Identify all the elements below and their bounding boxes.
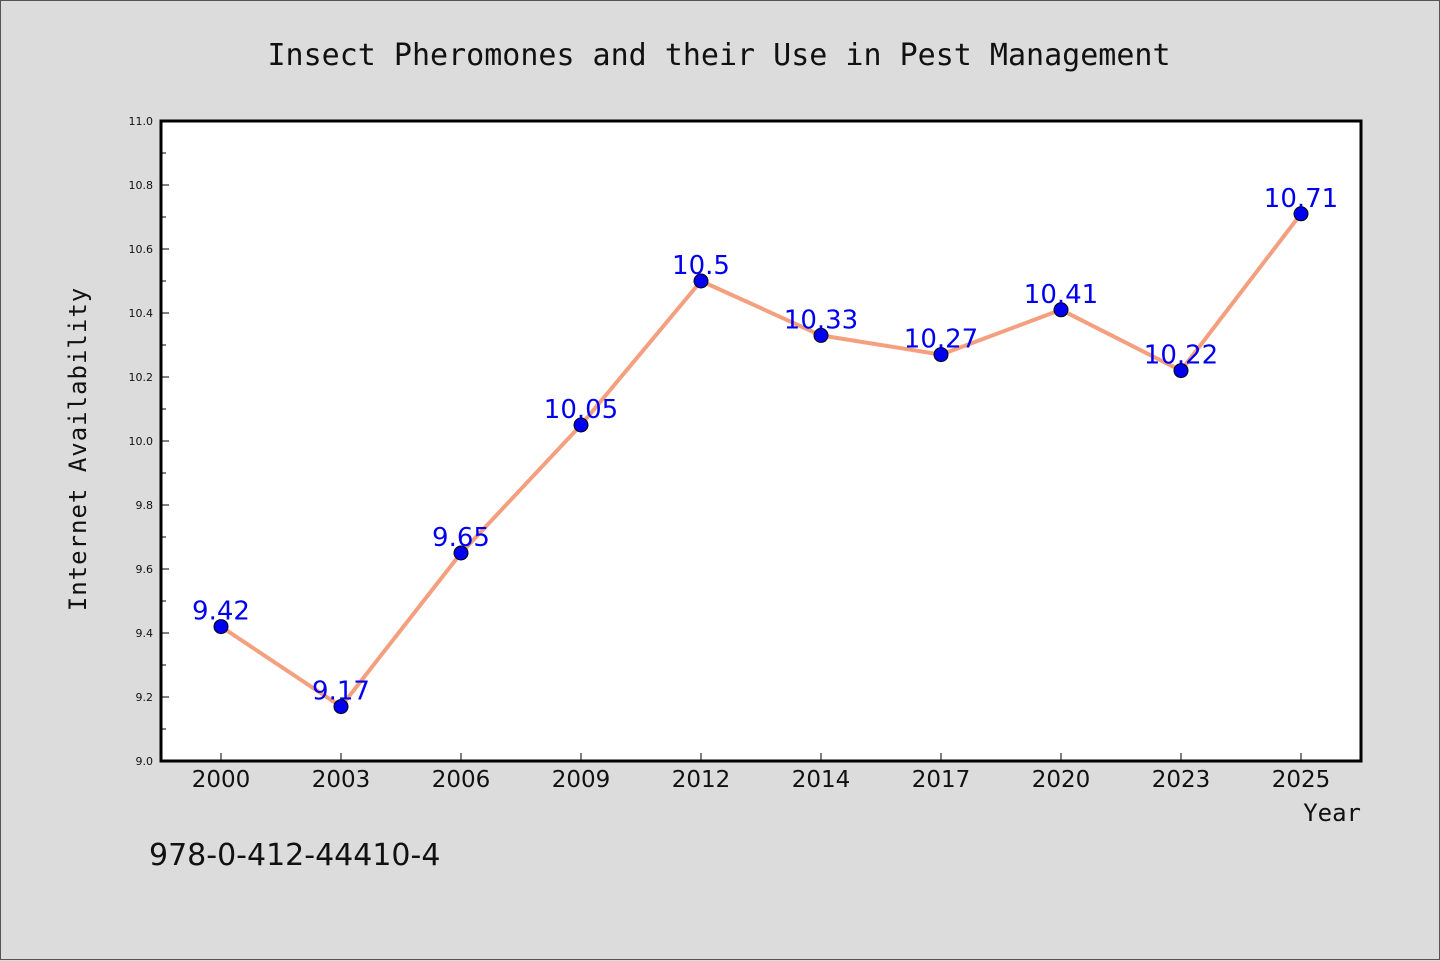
data-label: 10.41 xyxy=(1024,280,1098,310)
x-tick-label: 2009 xyxy=(552,767,611,793)
x-axis-label: Year xyxy=(1303,799,1361,827)
isbn-text: 978-0-412-44410-4 xyxy=(149,838,440,873)
data-point xyxy=(453,545,469,561)
x-tick-label: 2025 xyxy=(1272,767,1331,793)
x-tick-label: 2012 xyxy=(672,767,731,793)
data-label: 10.22 xyxy=(1144,341,1218,371)
x-tick-label: 2014 xyxy=(792,767,851,793)
data-label: 10.5 xyxy=(672,251,730,281)
y-tick-label: 10.4 xyxy=(129,307,154,320)
chart-title: Insect Pheromones and their Use in Pest … xyxy=(267,38,1170,73)
x-tick-label: 2017 xyxy=(912,767,971,793)
x-tick-label: 2000 xyxy=(192,767,251,793)
y-tick-label: 9.8 xyxy=(136,499,154,512)
y-axis-label: Internet Availability xyxy=(64,287,92,611)
data-label: 10.27 xyxy=(904,325,978,355)
data-point xyxy=(213,619,229,635)
y-tick-label: 9.6 xyxy=(136,563,154,576)
x-tick-label: 2003 xyxy=(312,767,371,793)
data-label: 10.05 xyxy=(544,395,618,425)
data-label: 9.65 xyxy=(432,523,490,553)
data-point xyxy=(693,273,709,289)
data-label: 10.33 xyxy=(784,305,858,335)
data-point xyxy=(813,327,829,343)
plot-frame xyxy=(159,119,1363,763)
data-labels: 9.42 9.17 9.65 10.05 10.5 10.33 10.27 10.41 10.2… xyxy=(192,184,1338,707)
data-label: 9.17 xyxy=(312,677,370,707)
y-tick-label: 10.8 xyxy=(129,179,154,192)
y-tick-label: 10.2 xyxy=(129,371,154,384)
data-label: 10.71 xyxy=(1264,184,1338,214)
y-tick-label: 10.0 xyxy=(129,435,154,448)
y-tick-label: 10.6 xyxy=(129,243,154,256)
series-markers xyxy=(213,206,1309,715)
series-line xyxy=(219,212,1303,709)
data-point xyxy=(1173,363,1189,379)
y-tick-label: 9.0 xyxy=(136,755,154,768)
data-point xyxy=(1293,206,1309,222)
x-tick-label: 2023 xyxy=(1152,767,1211,793)
data-point xyxy=(933,347,949,363)
data-point xyxy=(1053,302,1069,318)
x-tick-label: 2020 xyxy=(1032,767,1091,793)
x-axis: 2000 2003 2006 2009 2012 2014 2017 2020 2023 2025 xyxy=(192,753,1331,793)
y-tick-label: 11.0 xyxy=(129,115,154,128)
data-point xyxy=(333,699,349,715)
data-label: 9.42 xyxy=(192,597,250,627)
y-axis: 9.0 9.2 9.4 9.6 9.8 10.0 10.2 10.4 10.6 10.8 11.0 xyxy=(129,115,169,768)
x-tick-label: 2006 xyxy=(432,767,491,793)
plot-area xyxy=(161,121,1361,761)
y-tick-label: 9.2 xyxy=(136,691,154,704)
data-point xyxy=(573,417,589,433)
y-tick-label: 9.4 xyxy=(136,627,154,640)
